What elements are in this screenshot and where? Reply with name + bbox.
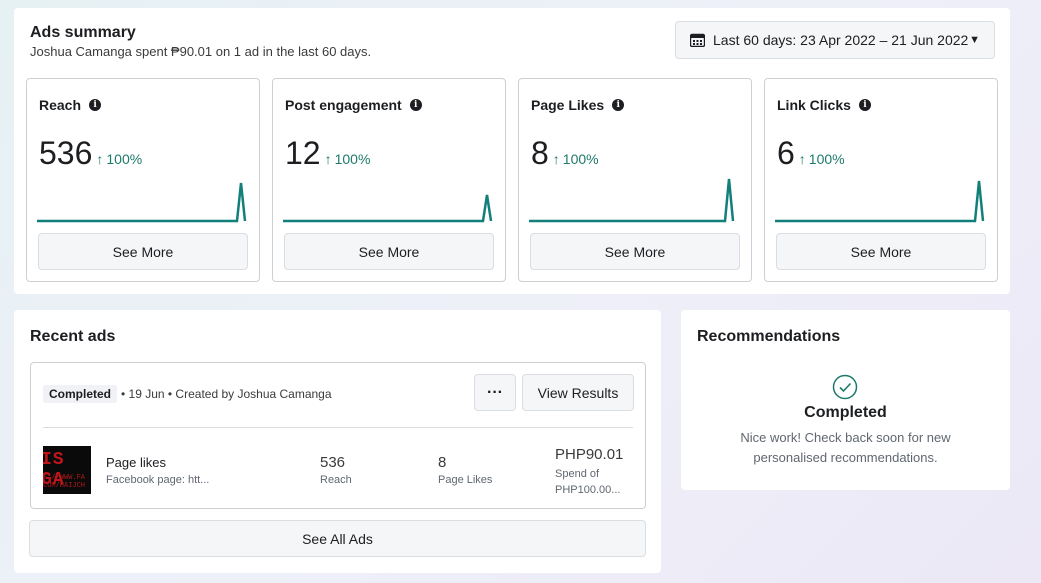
date-range-dropdown[interactable]: Last 60 days: 23 Apr 2022 – 21 Jun 2022 … (675, 21, 995, 59)
arrow-up-icon: ↑ (96, 151, 104, 167)
ad-name: Page likes (106, 455, 166, 470)
metric-card-reach: Reach i 536 ↑ 100% See More (26, 78, 260, 282)
metric-value: 536 (39, 135, 93, 171)
metric-label: Post engagement (285, 97, 402, 113)
spend-value: PHP90.01 (555, 446, 624, 463)
metric-card-page-likes: Page Likes i 8 ↑ 100% See More (518, 78, 752, 282)
reach-label: Reach (320, 474, 352, 486)
metric-value: 6 (777, 135, 795, 171)
ads-summary-subtitle: Joshua Camanga spent ₱90.01 on 1 ad in t… (30, 44, 372, 59)
metric-change: ↑ 100% (552, 151, 599, 167)
sparkline-chart (283, 194, 493, 223)
recommendations-message: Nice work! Check back soon for new perso… (740, 430, 951, 465)
info-icon[interactable]: i (612, 99, 625, 111)
date-range-label: Last 60 days: 23 Apr 2022 – 21 Jun 2022 (713, 32, 969, 48)
info-icon[interactable]: i (89, 99, 102, 111)
ad-meta: • 19 Jun • Created by Joshua Camanga (121, 387, 332, 401)
see-more-button[interactable]: See More (284, 233, 494, 270)
ads-summary-title: Ads summary (30, 24, 136, 41)
thumbnail-text: IS GA (43, 450, 65, 490)
sparkline-chart (775, 180, 985, 223)
divider (43, 427, 633, 428)
recommendations-status: Completed (804, 404, 887, 421)
page-likes-value: 8 (438, 454, 447, 471)
spend-label: Spend of PHP100.00... (555, 468, 621, 496)
page-likes-label: Page Likes (438, 474, 493, 486)
metric-card-post-engagement: Post engagement i 12 ↑ 100% See More (272, 78, 506, 282)
metric-change: ↑ 100% (96, 151, 143, 167)
ad-item: Completed • 19 Jun • Created by Joshua C… (30, 362, 646, 509)
status-badge: Completed (43, 385, 118, 403)
check-circle-icon (832, 374, 858, 400)
view-results-button[interactable]: View Results (522, 374, 634, 411)
caret-down-icon: ▼ (969, 34, 980, 46)
metric-label: Reach (39, 97, 82, 113)
arrow-up-icon: ↑ (324, 151, 332, 167)
sparkline-chart (529, 178, 735, 223)
info-icon[interactable]: i (858, 99, 871, 111)
metric-label: Page Likes (531, 97, 605, 113)
see-more-button[interactable]: See More (776, 233, 986, 270)
thumbnail-subtext: S://WWW.FA COM/HAIJCH (43, 474, 86, 490)
metric-value: 12 (285, 135, 321, 171)
recent-ads-card: Recent ads Completed • 19 Jun • Created … (14, 310, 661, 573)
arrow-up-icon: ↑ (798, 151, 806, 167)
ad-thumbnail[interactable]: IS GA S://WWW.FA COM/HAIJCH (43, 446, 91, 494)
more-options-button[interactable]: ··· (474, 374, 516, 411)
see-more-button[interactable]: See More (38, 233, 248, 270)
metric-change: ↑ 100% (324, 151, 371, 167)
calendar-icon (690, 33, 705, 47)
reach-value: 536 (320, 454, 346, 471)
ad-description: Facebook page: htt... (106, 474, 210, 486)
see-all-ads-button[interactable]: See All Ads (29, 520, 646, 557)
recommendations-card: Recommendations Completed Nice work! Che… (681, 310, 1010, 490)
metric-value: 8 (531, 135, 549, 171)
metric-label: Link Clicks (777, 97, 851, 113)
info-icon[interactable]: i (409, 99, 422, 111)
recent-ads-title: Recent ads (30, 328, 116, 345)
recommendations-title: Recommendations (697, 328, 841, 345)
see-more-button[interactable]: See More (530, 233, 740, 270)
sparkline-chart (37, 182, 247, 223)
arrow-up-icon: ↑ (552, 151, 560, 167)
ads-summary-card: Ads summary Joshua Camanga spent ₱90.01 … (14, 8, 1010, 294)
metric-card-link-clicks: Link Clicks i 6 ↑ 100% See More (764, 78, 998, 282)
metric-change: ↑ 100% (798, 151, 845, 167)
